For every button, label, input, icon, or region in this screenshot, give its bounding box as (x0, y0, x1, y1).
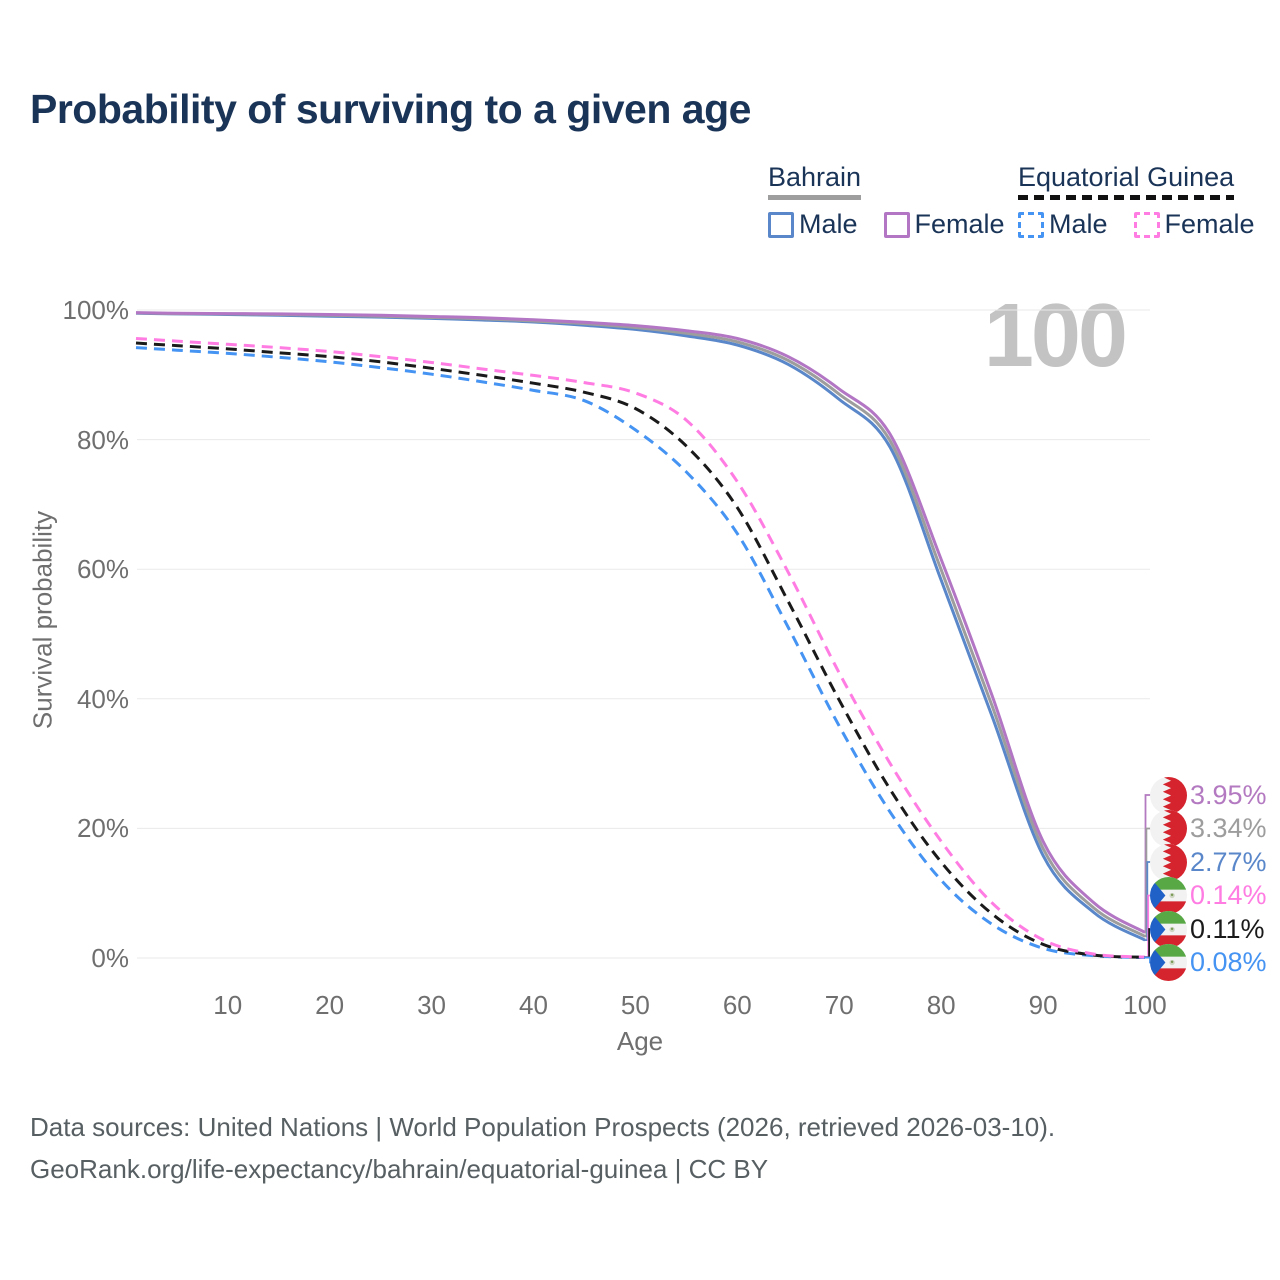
bahrain-flag-icon (1150, 810, 1187, 847)
y-axis-title: Survival probability (27, 510, 58, 730)
bahrain-flag-icon (1150, 776, 1187, 814)
x-tick-label: 70 (824, 990, 854, 1020)
y-tick-label: 60% (76, 554, 129, 585)
x-tick-label: 30 (417, 990, 447, 1020)
end-label-row: 0.08% (1150, 944, 1267, 981)
end-value: 3.34% (1190, 813, 1267, 843)
data-sources-line: Data sources: United Nations | World Pop… (30, 1112, 1056, 1142)
equatorial-guinea-flag-icon (1150, 944, 1187, 981)
footer: Data sources: United Nations | World Pop… (30, 1106, 1055, 1190)
end-value: 0.11% (1190, 913, 1265, 944)
legend-country-bahrain: Bahrain (768, 162, 862, 192)
x-tick-label: 40 (519, 990, 548, 1020)
legend-item-eg-male[interactable]: Male (1018, 209, 1108, 240)
equatorial-guinea-dashed-underline (1018, 195, 1235, 200)
x-tick-label: 100 (1123, 990, 1167, 1020)
end-label-row: 2.77% (1150, 843, 1267, 881)
legend-item-eg-female[interactable]: Female (1133, 209, 1255, 240)
bahrain-female-checkbox[interactable] (883, 211, 910, 238)
eg-female-checkbox[interactable] (1133, 211, 1160, 238)
y-tick-label: 0% (91, 943, 129, 973)
x-tick-label: 90 (1028, 990, 1058, 1020)
attribution-line: GeoRank.org/life-expectancy/bahrain/equa… (30, 1154, 769, 1184)
legend-item-bahrain-male[interactable]: Male (768, 209, 858, 240)
page-title: Probability of surviving to a given age (30, 86, 751, 132)
y-tick-label: 80% (76, 424, 129, 455)
y-tick-label: 40% (76, 683, 129, 714)
series-equatorial-guinea-female (135, 337, 1146, 959)
x-tick-label: 60 (722, 990, 752, 1020)
end-value: 3.95% (1190, 779, 1267, 810)
series-bahrain-male (135, 311, 1146, 942)
end-value: 0.14% (1190, 880, 1267, 910)
legend-label-bahrain-male: Male (799, 209, 858, 239)
bahrain-solid-underline (768, 195, 862, 200)
legend-item-bahrain-female[interactable]: Female (883, 209, 1005, 240)
end-value: 2.77% (1190, 846, 1267, 877)
end-label-row: 0.14% (1150, 877, 1267, 914)
end-value: 0.08% (1190, 947, 1267, 977)
equatorial-guinea-flag-icon (1150, 877, 1187, 914)
legend-label-eg-female: Female (1164, 209, 1255, 239)
age-watermark: 100 (983, 286, 1128, 386)
series-equatorial-guinea-male (135, 346, 1146, 959)
x-axis-title: Age (616, 1026, 664, 1056)
x-tick-label: 80 (926, 990, 956, 1020)
bahrain-flag-icon (1150, 843, 1187, 881)
y-tick-label: 100% (62, 295, 130, 325)
legend-label-eg-male: Male (1049, 209, 1108, 239)
bahrain-male-checkbox[interactable] (768, 211, 794, 238)
eg-male-checkbox[interactable] (1018, 211, 1044, 238)
end-label-row: 3.95% (1150, 776, 1267, 814)
end-label-row: 3.34% (1150, 810, 1267, 847)
series-bahrain-both-sexes (135, 311, 1146, 938)
series-bahrain-female (135, 311, 1146, 934)
legend-label-bahrain-female: Female (914, 209, 1005, 239)
series-equatorial-guinea-both-sexes (135, 341, 1146, 959)
legend-group-equatorial-guinea: Equatorial Guinea Male Female (1018, 162, 1255, 240)
end-label-row: 0.11% (1150, 910, 1265, 948)
x-tick-label: 20 (315, 990, 345, 1020)
x-tick-label: 50 (620, 990, 650, 1020)
legend-country-equatorial-guinea: Equatorial Guinea (1018, 162, 1235, 192)
legend-group-bahrain: Bahrain Male Female (768, 162, 1005, 240)
x-tick-label: 10 (213, 990, 243, 1020)
y-tick-label: 20% (76, 813, 129, 844)
equatorial-guinea-flag-icon (1150, 910, 1187, 948)
